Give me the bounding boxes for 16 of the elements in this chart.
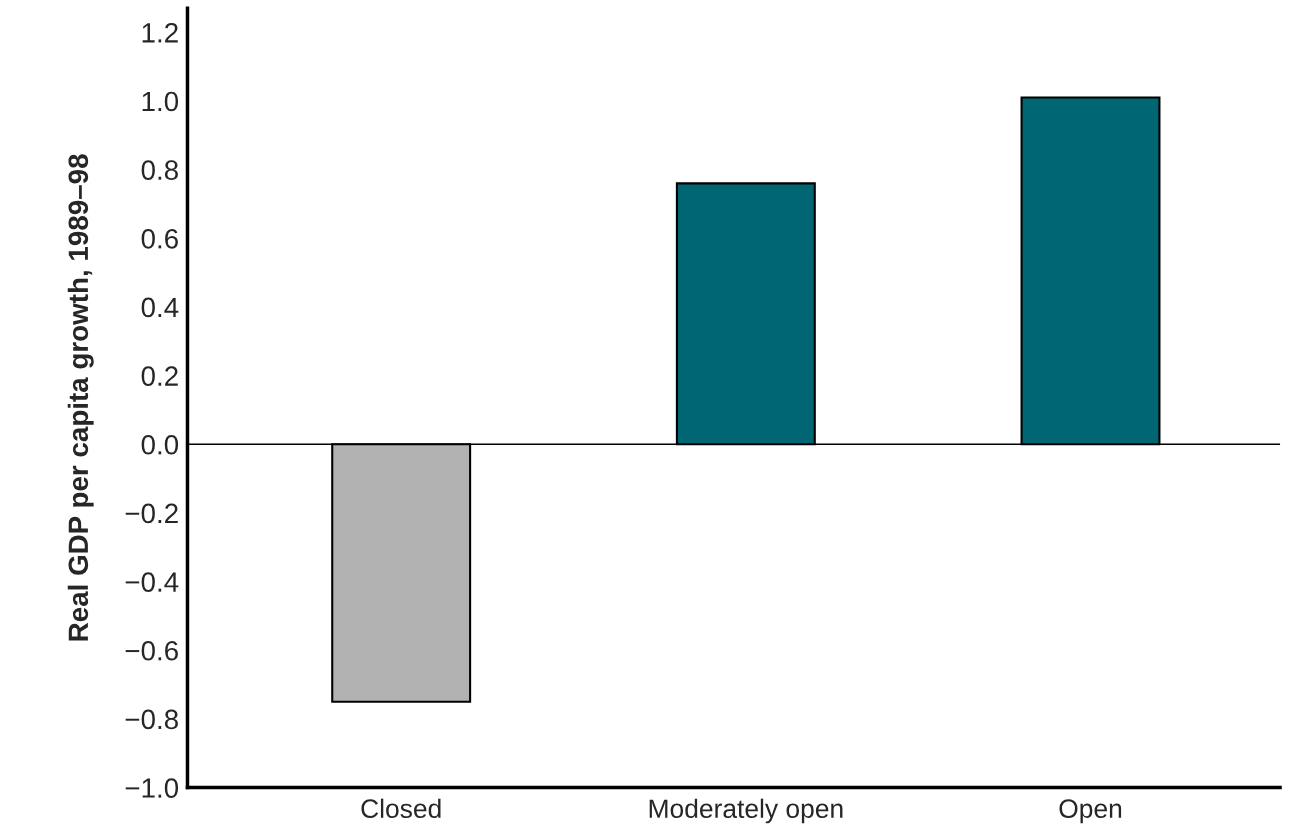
x-tick-label: Closed bbox=[361, 798, 441, 819]
y-tick-label: −0.6 bbox=[125, 640, 178, 661]
y-tick-label: −0.4 bbox=[125, 572, 179, 592]
y-tick-label: −1.0 bbox=[125, 778, 179, 798]
y-tick-label: 1.0 bbox=[142, 91, 179, 112]
y-tick-label: 0.4 bbox=[141, 297, 179, 318]
x-tick-label: Open bbox=[1059, 799, 1122, 824]
y-tick-label: −0.8 bbox=[125, 709, 178, 730]
y-tick-label: 0.6 bbox=[141, 228, 178, 249]
y-axis-title: Real GDP per capita growth, 1989–98 bbox=[67, 154, 94, 641]
y-tick-label: 0.0 bbox=[141, 434, 179, 455]
y-tick-label: 0.2 bbox=[141, 366, 178, 386]
y-tick-label: 0.8 bbox=[141, 160, 178, 180]
y-tick-label: 1.2 bbox=[142, 22, 178, 43]
y-tick-label: −0.2 bbox=[125, 503, 178, 524]
x-tick-label: Moderately open bbox=[649, 798, 843, 824]
